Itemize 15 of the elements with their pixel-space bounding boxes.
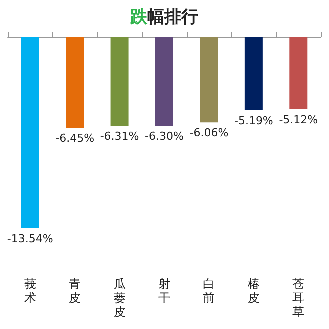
x-tick-label: 瓜蒌皮: [114, 277, 126, 319]
x-tick-label: 莪术: [24, 277, 36, 305]
x-tick-label: 苍耳草: [292, 277, 305, 319]
x-tick-label: 青皮: [69, 277, 82, 305]
chart-title: 跌幅排行: [130, 8, 198, 28]
data-label: -6.06%: [190, 126, 229, 140]
x-tick-label: 射干: [158, 277, 170, 305]
x-tick-label: 白前: [203, 277, 216, 305]
x-tick-label: 椿皮: [248, 277, 260, 305]
data-label: -13.54%: [7, 232, 54, 246]
data-label: -5.19%: [234, 114, 274, 128]
data-label: -6.45%: [56, 132, 95, 146]
data-label: -6.30%: [145, 130, 184, 144]
data-label: -5.12%: [279, 113, 318, 126]
data-label: -6.31%: [100, 130, 140, 144]
